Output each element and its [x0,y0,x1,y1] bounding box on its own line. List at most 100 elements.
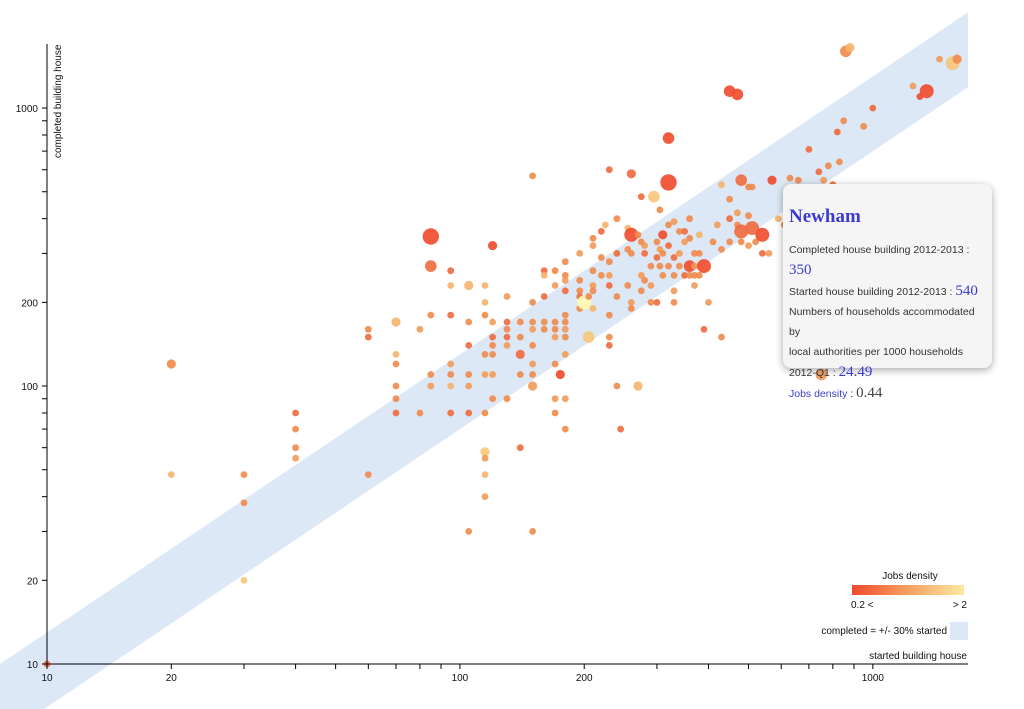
data-point[interactable] [653,299,661,306]
data-point[interactable] [700,325,708,333]
data-point[interactable] [240,499,248,507]
data-point[interactable] [481,299,489,306]
data-point[interactable] [516,318,524,326]
data-point[interactable] [869,104,877,112]
data-point[interactable] [845,43,855,53]
data-point[interactable] [503,342,511,349]
data-point[interactable] [735,174,747,186]
data-point[interactable] [589,242,597,250]
data-point[interactable] [786,174,794,182]
data-point[interactable] [670,218,678,226]
data-point[interactable] [551,318,559,326]
data-point[interactable] [480,447,490,457]
data-point[interactable] [481,493,489,500]
data-point[interactable] [658,230,668,240]
data-point[interactable] [589,234,597,242]
data-point[interactable] [686,234,693,242]
data-point[interactable] [745,242,752,250]
data-point[interactable] [392,395,400,403]
data-point[interactable] [637,272,645,279]
data-point[interactable] [833,128,841,136]
data-point[interactable] [416,409,424,417]
data-point[interactable] [465,371,473,378]
data-point[interactable] [576,287,584,295]
data-point[interactable] [364,325,372,333]
data-point[interactable] [481,311,489,319]
data-point[interactable] [392,382,400,390]
data-point[interactable] [447,382,455,390]
data-point[interactable] [516,444,524,452]
data-point[interactable] [656,206,664,214]
data-point[interactable] [447,267,455,275]
data-point[interactable] [605,272,613,279]
data-point[interactable] [551,395,559,403]
data-point[interactable] [670,299,678,306]
data-point[interactable] [745,212,752,220]
data-point[interactable] [167,471,175,478]
data-point[interactable] [240,576,248,584]
data-point[interactable] [613,382,621,390]
data-point[interactable] [605,333,613,341]
data-point[interactable] [840,117,848,125]
data-point[interactable] [240,471,248,478]
data-point[interactable] [641,250,648,257]
data-point[interactable] [481,371,489,378]
data-point[interactable] [653,238,661,246]
data-point[interactable] [774,215,782,223]
data-point[interactable] [392,351,400,358]
data-point[interactable] [681,238,688,246]
data-point[interactable] [648,190,660,203]
data-point[interactable] [765,250,773,257]
data-point[interactable] [528,381,538,391]
data-point[interactable] [364,333,372,341]
data-point[interactable] [713,221,721,229]
data-point[interactable] [605,311,613,319]
data-point[interactable] [691,282,698,289]
data-point[interactable] [422,228,439,245]
data-point[interactable] [481,454,489,462]
data-point[interactable] [540,318,548,326]
data-point[interactable] [613,215,621,223]
data-point[interactable] [589,287,597,295]
data-point[interactable] [695,272,703,279]
data-point[interactable] [647,282,655,289]
data-point[interactable] [613,250,621,257]
data-point[interactable] [665,242,672,250]
data-point[interactable] [551,360,559,368]
data-point[interactable] [489,333,496,341]
data-point[interactable] [515,349,525,359]
data-point[interactable] [691,250,698,257]
data-point[interactable] [670,287,678,295]
data-point[interactable] [676,262,683,270]
data-point[interactable] [676,228,683,235]
data-point[interactable] [909,82,917,90]
data-point[interactable] [758,250,766,257]
data-point[interactable] [617,425,624,433]
data-point[interactable] [576,276,584,284]
data-point[interactable] [551,333,559,341]
data-point[interactable] [659,272,667,279]
data-point[interactable] [503,395,511,403]
data-point[interactable] [653,254,661,261]
data-point[interactable] [726,238,733,246]
data-point[interactable] [292,454,299,462]
data-point[interactable] [815,168,823,176]
data-point[interactable] [659,250,667,257]
data-point[interactable] [691,272,698,279]
data-point[interactable] [824,162,832,170]
data-point[interactable] [718,246,725,253]
data-point[interactable] [465,342,473,349]
data-point[interactable] [166,359,176,369]
data-point[interactable] [665,262,672,270]
data-point[interactable] [416,325,424,333]
data-point[interactable] [364,471,372,478]
data-point[interactable] [503,318,511,326]
data-point[interactable] [503,333,511,341]
data-point[interactable] [686,272,693,279]
data-point[interactable] [794,176,802,184]
data-point[interactable] [447,409,455,417]
data-point[interactable] [465,409,473,417]
data-point[interactable] [561,311,569,319]
tooltip-jobs-label[interactable]: Jobs density [789,388,848,400]
data-point[interactable] [488,241,498,251]
